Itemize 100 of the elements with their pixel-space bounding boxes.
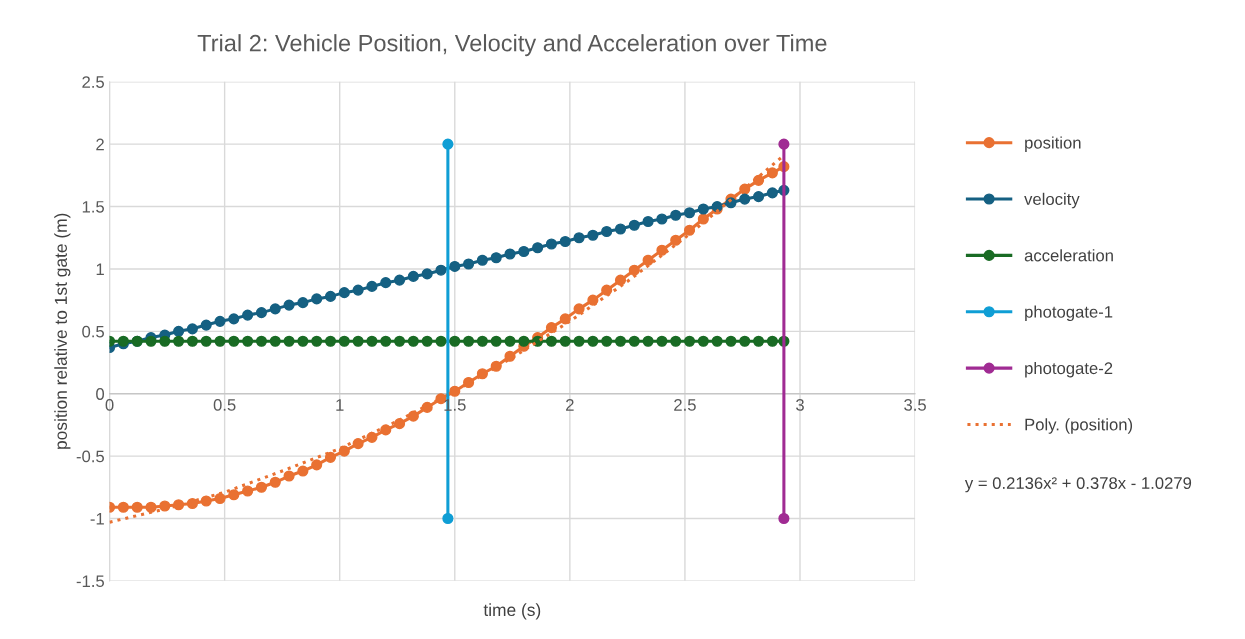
point — [324, 335, 337, 347]
point — [559, 313, 571, 325]
point — [283, 335, 295, 347]
point — [442, 512, 454, 525]
point — [778, 138, 790, 150]
point — [366, 335, 378, 347]
point — [421, 335, 433, 347]
x-tick-label: 2 — [566, 399, 574, 411]
point — [711, 335, 723, 347]
point — [545, 238, 557, 250]
point — [587, 229, 599, 241]
legend-label: photogate-1 — [1025, 305, 1113, 322]
y-tick-label: -1 — [90, 513, 104, 525]
point — [670, 335, 682, 347]
point — [228, 335, 240, 347]
point — [463, 258, 475, 270]
point — [338, 445, 350, 457]
point — [559, 335, 571, 347]
legend-label: velocity — [1024, 192, 1080, 209]
point — [463, 335, 475, 347]
point — [283, 299, 295, 311]
point — [504, 248, 516, 260]
legend-label: acceleration — [1024, 249, 1113, 262]
point — [697, 203, 709, 215]
point — [518, 335, 530, 347]
point — [131, 501, 143, 513]
point — [642, 254, 654, 266]
x-axis-title: time (s) — [483, 603, 541, 620]
point — [628, 335, 640, 347]
point — [670, 209, 682, 221]
point — [766, 335, 778, 347]
point — [449, 260, 461, 273]
point — [242, 335, 254, 347]
y-tick-label: 1.5 — [82, 201, 104, 213]
point — [269, 335, 281, 347]
point — [490, 252, 502, 264]
point — [778, 512, 790, 525]
point — [442, 138, 454, 150]
point — [324, 451, 337, 463]
point — [311, 293, 323, 305]
point — [614, 274, 627, 286]
point — [269, 476, 281, 488]
point — [683, 335, 696, 347]
point — [683, 207, 696, 219]
x-tick-label: 2.5 — [674, 399, 696, 411]
point — [642, 335, 654, 347]
y-tick-label: 2 — [96, 138, 104, 151]
y-tick-label: 0 — [96, 388, 105, 400]
legend-label: Poly. (position) — [1025, 418, 1133, 434]
point — [628, 264, 640, 276]
point — [573, 232, 585, 244]
point — [214, 315, 226, 327]
point — [186, 335, 198, 347]
point — [421, 268, 433, 280]
point — [352, 284, 364, 296]
x-tick-label: 0.5 — [213, 399, 236, 411]
point — [628, 219, 640, 231]
point — [145, 501, 157, 513]
point — [366, 280, 378, 292]
point — [297, 335, 309, 347]
point — [214, 335, 226, 347]
point — [242, 485, 254, 497]
point — [739, 193, 751, 205]
point — [186, 497, 198, 510]
point — [186, 323, 198, 335]
x-tick-label: 0 — [105, 399, 114, 411]
point — [601, 225, 613, 238]
point — [642, 215, 654, 228]
y-tick-label: 0.5 — [82, 325, 104, 338]
x-tick-label: 1 — [336, 399, 344, 411]
point — [311, 459, 323, 471]
x-tick-label: 3 — [796, 399, 804, 411]
y-tick-label: 1 — [96, 263, 104, 275]
legend-label: position — [1025, 136, 1081, 152]
point — [159, 335, 171, 347]
point — [324, 290, 337, 302]
point — [242, 309, 254, 321]
y-axis-title: position relative to 1st gate (m) — [54, 213, 71, 449]
point — [255, 481, 268, 493]
point — [490, 335, 502, 347]
point — [407, 335, 419, 347]
point — [532, 242, 544, 254]
point — [545, 335, 557, 347]
point — [435, 264, 447, 276]
point — [766, 187, 778, 199]
point — [380, 424, 392, 436]
point — [393, 418, 406, 430]
point — [656, 335, 668, 347]
point — [297, 297, 309, 309]
point — [228, 313, 240, 325]
point — [518, 245, 530, 258]
point — [352, 438, 364, 450]
point — [435, 335, 447, 347]
point — [601, 335, 613, 347]
x-tick-label: 3.5 — [904, 399, 926, 411]
point — [683, 224, 696, 236]
point — [393, 274, 406, 286]
point — [283, 470, 295, 482]
point — [476, 335, 488, 347]
point — [200, 335, 212, 347]
